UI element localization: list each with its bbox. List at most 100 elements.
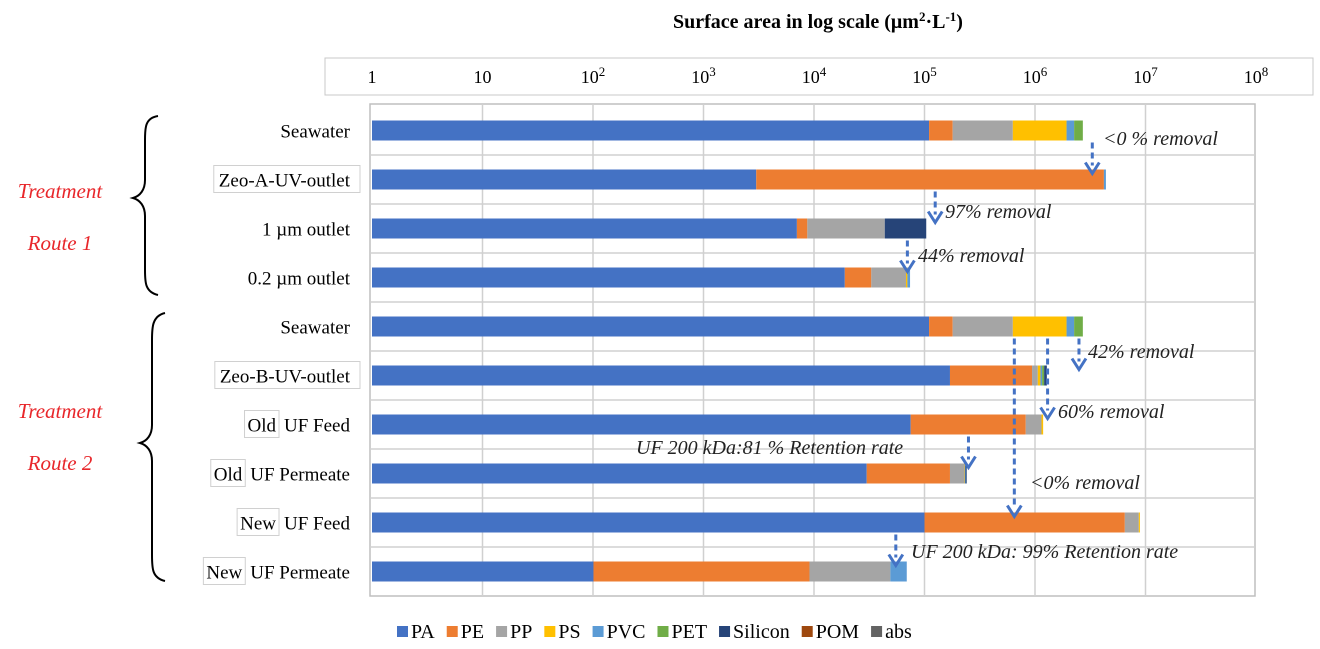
- bar-segment-pp: [949, 463, 965, 484]
- removal-arrow-head: [887, 553, 905, 569]
- category-prefix-box: [210, 459, 246, 487]
- bar-segment-pe: [844, 267, 872, 288]
- legend-swatch-abs: [871, 626, 883, 637]
- legend-swatch-silicon: [719, 626, 731, 637]
- route-1-brace: [129, 115, 159, 296]
- category-prefix-box: [244, 410, 280, 438]
- bar-segment-pe: [756, 169, 1104, 190]
- legend-label: PVC: [607, 621, 646, 643]
- bar-segment-pvc: [1066, 120, 1075, 141]
- category-label: UF Permeate: [250, 563, 350, 584]
- bar-segment-pet: [1074, 316, 1083, 337]
- legend-swatch-pet: [657, 626, 669, 637]
- bar-segment-pvc: [1103, 169, 1106, 190]
- route-1-label-line1: Treatment: [18, 179, 104, 203]
- removal-annotation: 97% removal: [945, 201, 1052, 223]
- bar-segment-pa: [372, 414, 911, 435]
- bar-segment-pa: [372, 316, 930, 337]
- removal-arrow-head: [1084, 161, 1101, 177]
- route-2-brace: [136, 312, 166, 582]
- x-tick-label: 104: [802, 64, 827, 88]
- bar-segment-pvc: [907, 267, 911, 288]
- x-axis-box: [324, 57, 1314, 96]
- bar-segment-pp: [1025, 414, 1042, 435]
- category-prefix: New: [206, 563, 242, 584]
- legend-label: PP: [510, 621, 532, 643]
- bar-segment-silicon: [1044, 365, 1047, 386]
- bar-segment-silicon: [965, 463, 967, 484]
- chart-title: Surface area in log scale (μm2·L-1): [673, 9, 963, 34]
- category-prefix-box: [202, 557, 246, 585]
- category-label: Seawater: [280, 318, 350, 339]
- category-label: Zeo-B-UV-outlet: [220, 367, 351, 388]
- category-label: UF Feed: [284, 514, 350, 535]
- x-tick-label: 106: [1023, 64, 1048, 88]
- route-2-label-line1: Treatment: [18, 399, 104, 423]
- legend-label: Silicon: [733, 621, 790, 643]
- removal-arrow-head: [1006, 504, 1023, 520]
- removal-arrow-head: [960, 455, 977, 471]
- x-axis-ticks: 1 10 102 103 104 105 106 107 108: [368, 64, 1269, 88]
- removal-annotation: 44% removal: [918, 245, 1025, 267]
- category-label: Zeo-A-UV-outlet: [219, 171, 351, 192]
- bar-segment-pe: [796, 218, 808, 239]
- bar-segment-pvc: [964, 463, 966, 484]
- bar-segment-pp: [1124, 512, 1139, 533]
- bar-segment-pe: [593, 561, 810, 582]
- legend-label: PE: [461, 621, 484, 643]
- bar-segment-pa: [372, 512, 925, 533]
- legend-swatch-pa: [397, 626, 408, 637]
- bar-segment-pvc: [1040, 365, 1043, 386]
- category-label-box: [213, 165, 361, 193]
- bar-segment-silicon: [884, 218, 927, 239]
- legend-label: abs: [885, 621, 912, 643]
- category-prefix: Old: [214, 465, 243, 486]
- bar-segment-pp: [807, 218, 885, 239]
- bar-segment-ps: [905, 267, 908, 288]
- legend-swatch-pe: [446, 626, 458, 637]
- legend-label: PS: [558, 621, 580, 643]
- category-prefix: Old: [248, 416, 277, 437]
- category-prefix-box: [236, 508, 280, 536]
- legend-label: PA: [411, 621, 435, 643]
- bar-segment-pp: [871, 267, 906, 288]
- category-labels: Seawater Zeo-A-UV-outlet 1 µm outlet 0.2 µm…: [202, 122, 361, 585]
- legend: PA PE PP PS PVC PET Silicon POM abs: [397, 621, 912, 643]
- x-tick-label: 10: [474, 67, 492, 87]
- bar-segment-pe: [929, 120, 953, 141]
- bar-segment-pp: [952, 316, 1013, 337]
- bar-segment-pa: [372, 365, 950, 386]
- category-label: 0.2 µm outlet: [248, 269, 351, 290]
- plot-frame: [369, 103, 1256, 597]
- annotations: <0 % removal 97% removal 44% removal 42% re…: [636, 128, 1218, 569]
- removal-annotation: 60% removal: [1058, 401, 1165, 423]
- bar-segment-ps: [1138, 512, 1140, 533]
- bar-segment-pe: [929, 316, 953, 337]
- bar-segment-pvc: [1066, 316, 1075, 337]
- legend-swatch-pp: [496, 626, 508, 637]
- bar-segment-ps: [964, 463, 965, 484]
- bar-segment-pvc: [890, 561, 907, 582]
- category-label: 1 µm outlet: [262, 220, 351, 241]
- category-label: UF Feed: [284, 416, 350, 437]
- legend-swatch-pom: [801, 626, 813, 637]
- category-label-box: [214, 361, 361, 389]
- route-1-label-line2: Route 1: [27, 231, 93, 255]
- legend-swatch-ps: [544, 626, 556, 637]
- bar-segment-ps: [1041, 414, 1044, 435]
- removal-annotation: <0 % removal: [1103, 128, 1218, 150]
- x-tick-label: 107: [1133, 64, 1158, 88]
- x-tick-label: 108: [1244, 64, 1269, 88]
- legend-swatch-pvc: [592, 626, 604, 637]
- removal-annotation: <0% removal: [1030, 472, 1140, 494]
- x-tick-label: 1: [368, 67, 377, 87]
- bar-segment-pe: [910, 414, 1026, 435]
- bar-segment-pa: [372, 267, 845, 288]
- removal-arrow-head: [926, 210, 944, 226]
- bar-segment-pet: [1074, 120, 1083, 141]
- bar-segment-pet: [1042, 365, 1045, 386]
- x-tick-label: 102: [581, 64, 606, 88]
- category-label: Seawater: [280, 122, 350, 143]
- bar-segment-pp: [809, 561, 891, 582]
- bar-segment-ps: [1012, 120, 1067, 141]
